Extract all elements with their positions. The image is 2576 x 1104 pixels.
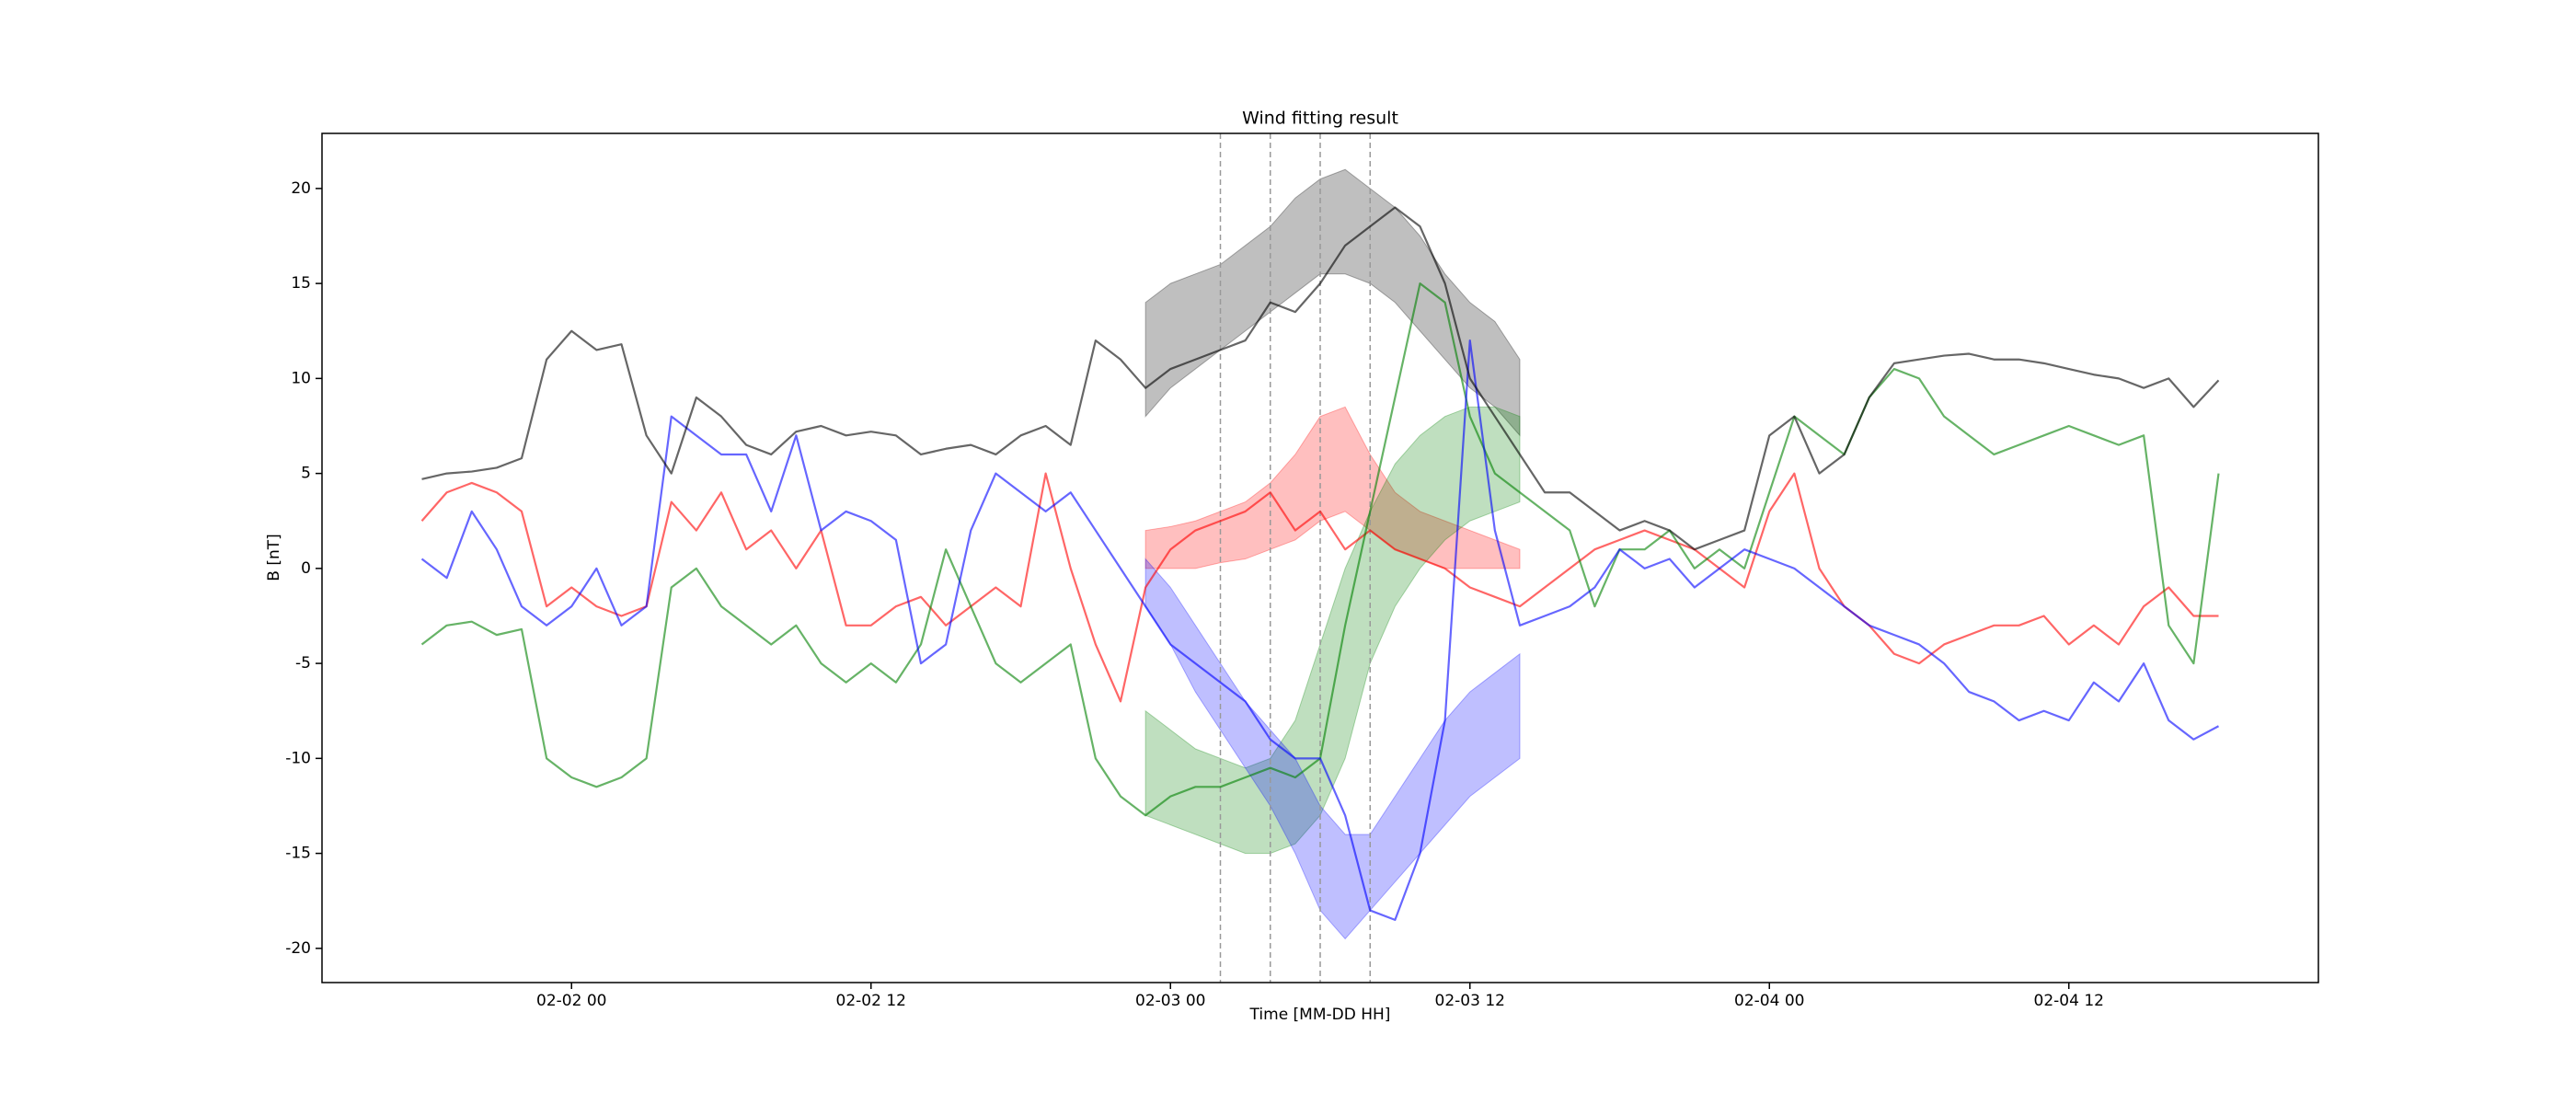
plot-frame <box>321 132 2319 983</box>
x-tick-label: 02-04 12 <box>2034 992 2104 1010</box>
y-tick-label: 0 <box>301 559 311 578</box>
x-tick-label: 02-04 00 <box>1734 992 1804 1010</box>
y-axis-label: B [nT] <box>265 534 283 581</box>
series-line <box>421 206 2220 551</box>
fit-band <box>1144 558 1521 940</box>
x-tick-label: 02-03 00 <box>1135 992 1205 1010</box>
y-tick-label: -10 <box>285 749 311 767</box>
x-tick-label: 02-02 00 <box>536 992 606 1010</box>
chart-title: Wind fitting result <box>1242 109 1398 129</box>
y-tick-label: 5 <box>301 465 311 483</box>
y-tick-label: 20 <box>291 179 311 198</box>
y-tick-label: 15 <box>291 274 311 293</box>
series-line <box>420 339 2220 921</box>
x-axis-label: Time [MM-DD HH] <box>1249 1006 1391 1024</box>
y-tick-label: -5 <box>295 654 311 673</box>
series-line <box>420 472 2219 703</box>
y-tick-label: 10 <box>291 369 311 387</box>
y-tick-label: -20 <box>285 939 311 958</box>
x-tick-label: 02-03 12 <box>1435 992 1505 1010</box>
y-tick-label: -15 <box>285 845 311 863</box>
fit-band <box>1144 406 1521 569</box>
fit-band <box>1144 168 1521 437</box>
x-tick-label: 02-02 12 <box>836 992 906 1010</box>
